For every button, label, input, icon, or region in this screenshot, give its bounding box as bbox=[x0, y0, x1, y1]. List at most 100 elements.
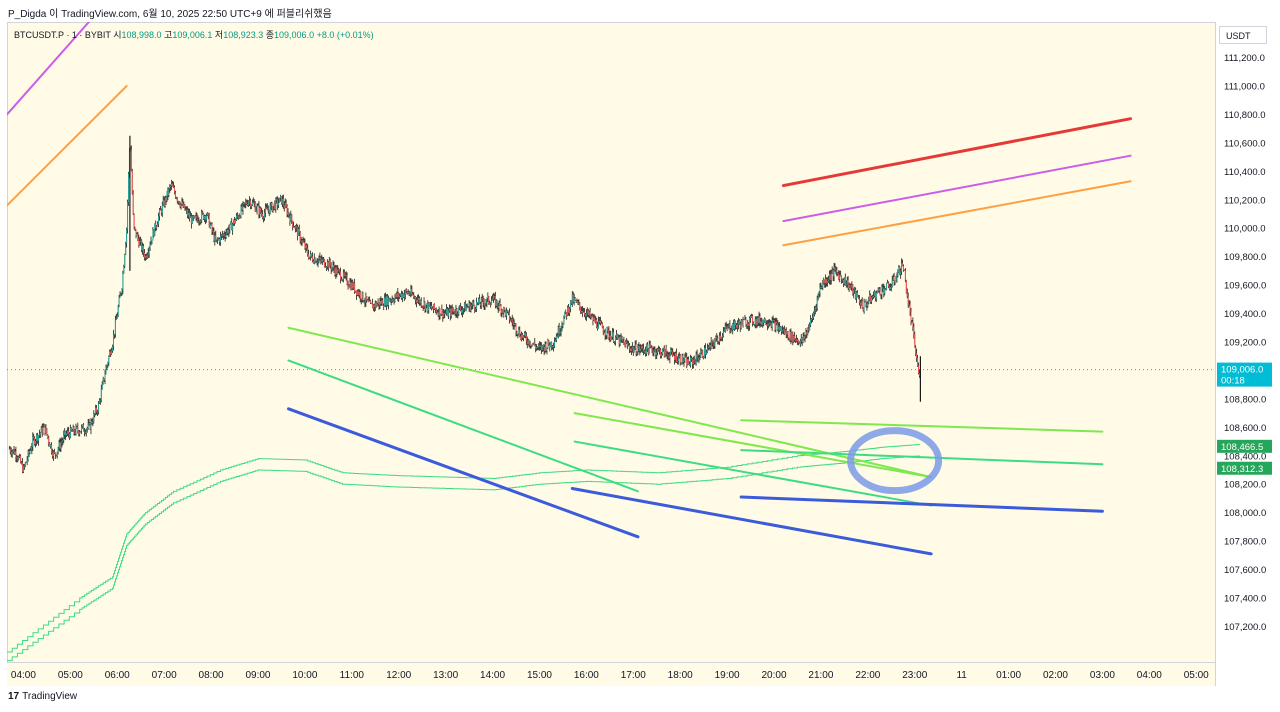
time-tick-label: 11 bbox=[956, 670, 967, 681]
candle-body bbox=[904, 270, 906, 280]
candle-body bbox=[754, 319, 756, 325]
candle-body bbox=[579, 302, 581, 307]
price-axis[interactable]: 107,200.0 107,400.0 107,600.0 107,800.0 108,… bbox=[1215, 22, 1272, 686]
candle bbox=[53, 448, 55, 455]
price-label-bg bbox=[1217, 461, 1272, 475]
tradingview-footer[interactable]: 17 TradingView bbox=[8, 691, 77, 702]
candle-body bbox=[26, 459, 28, 462]
candle bbox=[622, 339, 624, 343]
candle bbox=[507, 310, 509, 316]
candle-body bbox=[705, 348, 707, 355]
candle-body bbox=[815, 307, 817, 309]
candle bbox=[145, 253, 147, 260]
candle bbox=[829, 269, 831, 285]
candle bbox=[697, 353, 699, 362]
candle bbox=[775, 317, 777, 333]
candle-body bbox=[350, 282, 352, 290]
candle-body bbox=[444, 313, 446, 315]
candle bbox=[86, 426, 88, 433]
candle-body bbox=[468, 303, 470, 308]
candle-body bbox=[854, 289, 856, 291]
candle-body bbox=[631, 346, 633, 349]
time-tick-label: 05:00 bbox=[58, 670, 83, 681]
candle-body bbox=[279, 197, 281, 203]
candle-body bbox=[693, 359, 695, 361]
candle-body bbox=[336, 267, 338, 274]
candle-body bbox=[762, 320, 764, 325]
candle bbox=[88, 418, 90, 426]
time-tick-label: 12:00 bbox=[386, 670, 411, 681]
candle bbox=[492, 292, 494, 303]
candle bbox=[647, 348, 649, 356]
candle bbox=[879, 287, 881, 296]
candle-body bbox=[277, 199, 279, 206]
candle bbox=[139, 237, 141, 246]
candle-body bbox=[202, 212, 204, 214]
candle bbox=[900, 268, 902, 279]
candle-body bbox=[666, 353, 668, 355]
candle-body bbox=[312, 260, 314, 263]
candle bbox=[758, 311, 760, 326]
candle bbox=[843, 276, 845, 286]
candle bbox=[870, 293, 872, 304]
candle-body bbox=[328, 260, 330, 268]
candle-body bbox=[839, 274, 841, 280]
candle-body bbox=[216, 238, 218, 241]
time-tick-label: 13:00 bbox=[433, 670, 458, 681]
currency-button[interactable]: USDT bbox=[1219, 26, 1267, 44]
candle-body bbox=[755, 319, 757, 326]
trendline-blue-flat bbox=[739, 495, 1104, 513]
candle-body bbox=[436, 312, 438, 314]
candle bbox=[167, 187, 169, 201]
candle-body bbox=[325, 266, 327, 268]
candle bbox=[560, 325, 562, 337]
time-tick-label: 15:00 bbox=[527, 670, 552, 681]
candle-body bbox=[114, 320, 116, 334]
candle-body bbox=[749, 318, 751, 326]
candle-body bbox=[562, 324, 564, 327]
candle-body bbox=[420, 300, 422, 307]
candle-body bbox=[13, 449, 15, 455]
candle-body bbox=[275, 199, 277, 210]
candle-body bbox=[479, 304, 481, 306]
candle-body bbox=[94, 413, 96, 415]
candle bbox=[466, 303, 468, 309]
candle bbox=[800, 333, 802, 345]
candle-body bbox=[892, 276, 894, 281]
candle bbox=[194, 215, 196, 218]
candle bbox=[444, 310, 446, 319]
candle bbox=[353, 282, 355, 290]
time-axis[interactable]: 04:00 05:00 06:00 07:00 08:00 09:00 10:00 11:00… bbox=[7, 662, 1215, 686]
candle-body bbox=[912, 321, 914, 327]
candle bbox=[791, 331, 793, 343]
candle-body bbox=[489, 302, 491, 304]
candle bbox=[731, 325, 733, 332]
candle bbox=[646, 341, 648, 353]
candle-body bbox=[595, 319, 597, 322]
legend-symbol[interactable]: BTCUSDT.P · 1 · BYBIT bbox=[14, 30, 111, 40]
candle bbox=[591, 313, 593, 318]
candle bbox=[95, 404, 97, 416]
candle-body bbox=[734, 320, 736, 330]
candle-body bbox=[158, 209, 160, 217]
candle bbox=[597, 321, 599, 331]
chart-pane[interactable] bbox=[7, 22, 1215, 662]
candle bbox=[538, 341, 540, 351]
candle bbox=[849, 283, 851, 288]
candle bbox=[667, 351, 669, 361]
candle-body bbox=[247, 204, 249, 206]
candle bbox=[137, 231, 139, 242]
candle-body bbox=[728, 324, 730, 326]
candle-body bbox=[85, 429, 87, 433]
candle-body bbox=[590, 316, 592, 318]
candle-body bbox=[667, 354, 669, 358]
candle-body bbox=[857, 297, 859, 299]
candle bbox=[806, 330, 808, 339]
candle-body bbox=[311, 256, 313, 261]
candle-body bbox=[111, 350, 113, 355]
candle bbox=[315, 260, 317, 264]
candle-body bbox=[152, 230, 154, 241]
candle bbox=[765, 318, 767, 325]
candle-body bbox=[518, 329, 520, 335]
candle-body bbox=[823, 279, 825, 284]
